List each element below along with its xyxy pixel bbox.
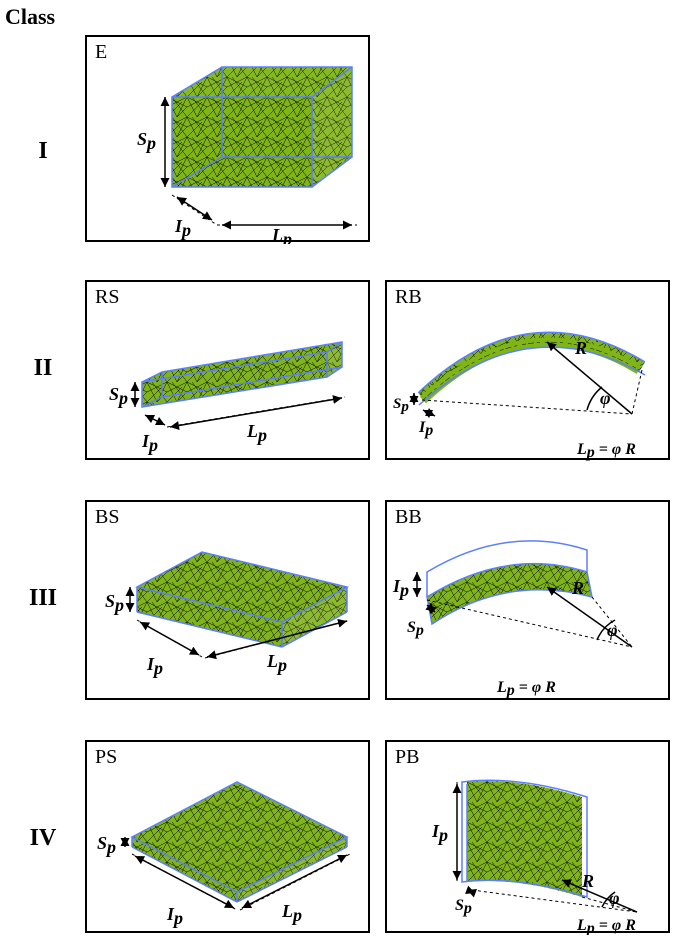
- row-label-1: I: [18, 138, 68, 165]
- svg-text:Sp: Sp: [109, 384, 128, 408]
- svg-text:Lp: Lp: [271, 225, 292, 244]
- panel-BS: BS Sp Ip Lp: [85, 500, 370, 700]
- panel-BS-svg: Sp Ip Lp: [87, 502, 372, 702]
- svg-text:Ip: Ip: [174, 216, 191, 240]
- svg-text:Sp: Sp: [407, 619, 424, 639]
- svg-text:Sp: Sp: [455, 897, 472, 917]
- panel-RB-tag: RB: [395, 286, 422, 309]
- svg-text:Lp = φ R: Lp = φ R: [576, 441, 636, 461]
- panel-PS-tag: PS: [95, 746, 117, 769]
- row-label-4: IV: [18, 825, 68, 852]
- svg-text:Ip: Ip: [141, 431, 158, 455]
- panel-RS: RS Sp Ip Lp: [85, 280, 370, 460]
- svg-text:Sp: Sp: [137, 129, 156, 153]
- panel-E: E Sp I: [85, 35, 370, 242]
- svg-text:Ip: Ip: [392, 576, 409, 600]
- svg-text:Ip: Ip: [146, 654, 163, 678]
- svg-text:Ip: Ip: [166, 904, 183, 928]
- panel-RB: RB R φ Sp Ip Lp = φ R: [385, 280, 670, 460]
- panel-E-tag: E: [95, 41, 107, 64]
- panel-PS: PS Sp Ip Lp: [85, 740, 370, 933]
- panel-PB: PB R φ Ip Sp Lp = φ R: [385, 740, 670, 933]
- svg-text:Ip: Ip: [431, 821, 448, 845]
- panel-BB-svg: R φ Ip Sp Lp = φ R: [387, 502, 672, 702]
- svg-text:R: R: [581, 871, 594, 891]
- panel-BS-tag: BS: [95, 506, 119, 529]
- panel-BB-tag: BB: [395, 506, 422, 529]
- svg-text:R: R: [571, 578, 584, 598]
- row-label-2: II: [18, 355, 68, 382]
- svg-text:φ: φ: [609, 888, 620, 908]
- panel-RB-svg: R φ Sp Ip Lp = φ R: [387, 282, 672, 462]
- svg-text:Sp: Sp: [97, 833, 116, 857]
- panel-PB-svg: R φ Ip Sp Lp = φ R: [387, 742, 672, 935]
- class-header: Class: [5, 4, 55, 30]
- svg-text:Sp: Sp: [105, 591, 124, 615]
- svg-text:R: R: [574, 338, 587, 358]
- panel-RS-svg: Sp Ip Lp: [87, 282, 372, 462]
- panel-RS-tag: RS: [95, 286, 119, 309]
- svg-text:Lp: Lp: [246, 421, 267, 445]
- svg-text:Lp = φ R: Lp = φ R: [576, 917, 636, 935]
- svg-text:Lp: Lp: [281, 901, 302, 925]
- panel-BB: BB R φ Ip Sp Lp = φ R: [385, 500, 670, 700]
- panel-PS-svg: Sp Ip Lp: [87, 742, 372, 935]
- svg-text:Ip: Ip: [418, 419, 433, 439]
- svg-text:φ: φ: [600, 388, 611, 408]
- panel-E-svg: Sp Ip Lp: [87, 37, 372, 244]
- svg-text:Lp = φ R: Lp = φ R: [496, 679, 556, 699]
- panel-PB-tag: PB: [395, 746, 419, 769]
- row-label-3: III: [18, 585, 68, 612]
- svg-text:Sp: Sp: [393, 396, 409, 415]
- svg-text:Lp: Lp: [266, 651, 287, 675]
- svg-text:φ: φ: [607, 620, 618, 640]
